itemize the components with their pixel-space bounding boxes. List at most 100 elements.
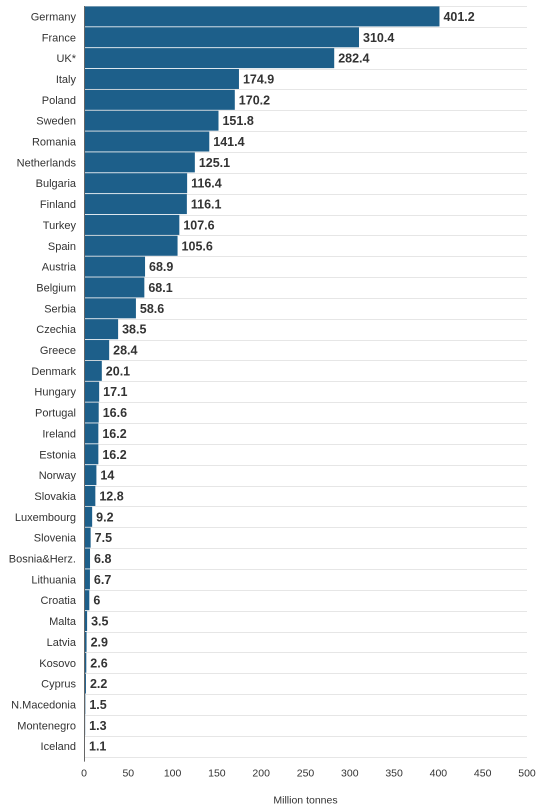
category-label: Lithuania: [31, 574, 77, 586]
value-label: 125.1: [199, 156, 230, 170]
bar: [84, 214, 180, 235]
category-label: N.Macedonia: [11, 699, 77, 711]
value-label: 116.4: [191, 177, 222, 191]
value-label: 1.1: [89, 740, 106, 754]
category-label: Slovenia: [34, 533, 77, 545]
bar: [84, 340, 110, 361]
bar: [84, 173, 188, 194]
value-label: 58.6: [140, 302, 164, 316]
bar: [84, 652, 87, 673]
category-label: Austria: [42, 262, 77, 274]
bar: [84, 402, 99, 423]
value-label: 141.4: [213, 135, 244, 149]
bar: [84, 298, 136, 319]
bar: [84, 590, 90, 611]
bar: [84, 48, 335, 69]
category-label: Czechia: [36, 324, 77, 336]
category-label: Kosovo: [39, 658, 76, 670]
bar: [84, 631, 87, 652]
bar: [84, 131, 210, 152]
category-label: Sweden: [36, 116, 76, 128]
x-tick-label: 350: [385, 768, 403, 780]
value-label: 7.5: [95, 531, 112, 545]
bar: [84, 68, 239, 89]
category-label: Italy: [56, 74, 77, 86]
value-label: 170.2: [239, 93, 270, 107]
value-label: 68.9: [149, 260, 173, 274]
value-label: 16.2: [102, 448, 126, 462]
bar: [84, 360, 102, 381]
bar: [84, 27, 360, 48]
category-label: Greece: [40, 345, 76, 357]
bars: [84, 6, 440, 757]
value-label: 9.2: [96, 510, 113, 524]
category-label: Slovakia: [34, 491, 76, 503]
bar: [84, 444, 99, 465]
bar: [84, 6, 440, 27]
value-label: 6.8: [94, 552, 111, 566]
value-label: 3.5: [91, 615, 108, 629]
value-label: 107.6: [183, 218, 214, 232]
x-tick-label: 500: [518, 768, 536, 780]
value-label: 116.1: [191, 198, 222, 212]
x-tick-label: 250: [297, 768, 315, 780]
category-label: Spain: [48, 241, 76, 253]
value-label: 14: [100, 469, 114, 483]
category-label: Netherlands: [17, 157, 77, 169]
value-label: 151.8: [222, 114, 253, 128]
bar: [84, 89, 235, 110]
value-label: 17.1: [103, 385, 127, 399]
x-tick-label: 200: [252, 768, 270, 780]
x-tick-label: 0: [81, 768, 87, 780]
category-label: Finland: [40, 199, 76, 211]
category-label: UK*: [56, 53, 76, 65]
bar: [84, 569, 90, 590]
category-label: Hungary: [34, 387, 76, 399]
x-tick-label: 150: [208, 768, 226, 780]
category-label: Portugal: [35, 408, 76, 420]
value-label: 1.5: [89, 698, 106, 712]
category-label: Iceland: [41, 741, 76, 753]
category-label: Montenegro: [17, 720, 76, 732]
category-label: Turkey: [43, 220, 77, 232]
category-label: Ireland: [42, 428, 76, 440]
value-label: 6: [93, 594, 100, 608]
value-label: 12.8: [99, 489, 123, 503]
bar: [84, 110, 219, 131]
value-label: 310.4: [363, 31, 394, 45]
gridlines: [84, 6, 527, 758]
bar: [84, 423, 99, 444]
value-label: 174.9: [243, 72, 274, 86]
value-label: 401.2: [443, 10, 474, 24]
x-tick-label: 300: [341, 768, 359, 780]
category-labels: Germany France UK* Italy Poland Sweden Romania…: [9, 11, 77, 753]
value-label: 28.4: [113, 344, 137, 358]
value-label: 105.6: [182, 239, 213, 253]
value-label: 2.2: [90, 677, 107, 691]
category-label: Latvia: [47, 637, 77, 649]
bar: [84, 465, 97, 486]
value-label: 2.9: [91, 635, 108, 649]
bar: [84, 381, 100, 402]
value-label: 16.6: [103, 406, 127, 420]
bar: [84, 235, 178, 256]
bar: [84, 152, 195, 173]
value-label: 20.1: [106, 364, 130, 378]
value-label: 16.2: [102, 427, 126, 441]
bar: [84, 548, 91, 569]
x-axis-ticks: 0 50 100 150 200 250 300 350 400 450 500: [81, 768, 536, 780]
x-tick-label: 100: [164, 768, 182, 780]
value-labels: 401.2 310.4 282.4 174.9 170.2 151.8 141.4 125.1…: [89, 10, 475, 754]
bar: [84, 194, 187, 215]
category-label: Bulgaria: [36, 178, 77, 190]
category-label: Croatia: [41, 595, 77, 607]
category-label: Germany: [31, 11, 77, 23]
bar: [84, 277, 145, 298]
bar: [84, 506, 93, 527]
category-label: France: [42, 32, 76, 44]
category-label: Bosnia&Herz.: [9, 554, 76, 566]
value-label: 38.5: [122, 323, 146, 337]
value-label: 68.1: [148, 281, 172, 295]
category-label: Luxembourg: [15, 512, 76, 524]
